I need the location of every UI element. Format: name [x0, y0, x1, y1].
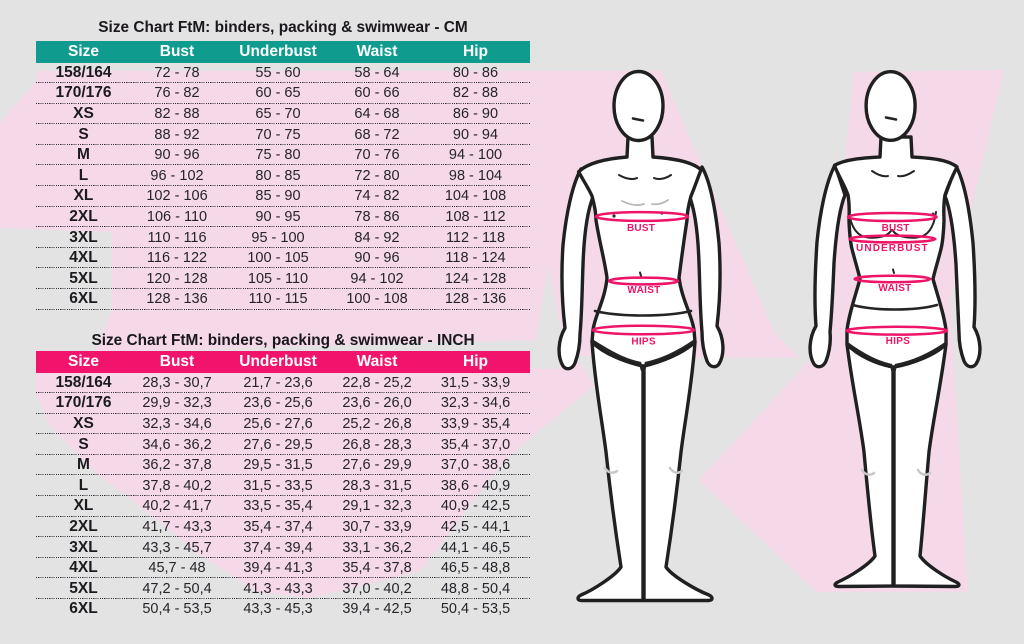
svg-text:HIPS: HIPS: [886, 336, 911, 347]
svg-text:BUST: BUST: [627, 223, 655, 234]
svg-text:UNDERBUST: UNDERBUST: [856, 243, 929, 254]
svg-text:BUST: BUST: [882, 223, 910, 234]
svg-text:HIPS: HIPS: [631, 337, 656, 348]
svg-text:WAIST: WAIST: [878, 283, 911, 294]
svg-text:WAIST: WAIST: [627, 285, 660, 296]
